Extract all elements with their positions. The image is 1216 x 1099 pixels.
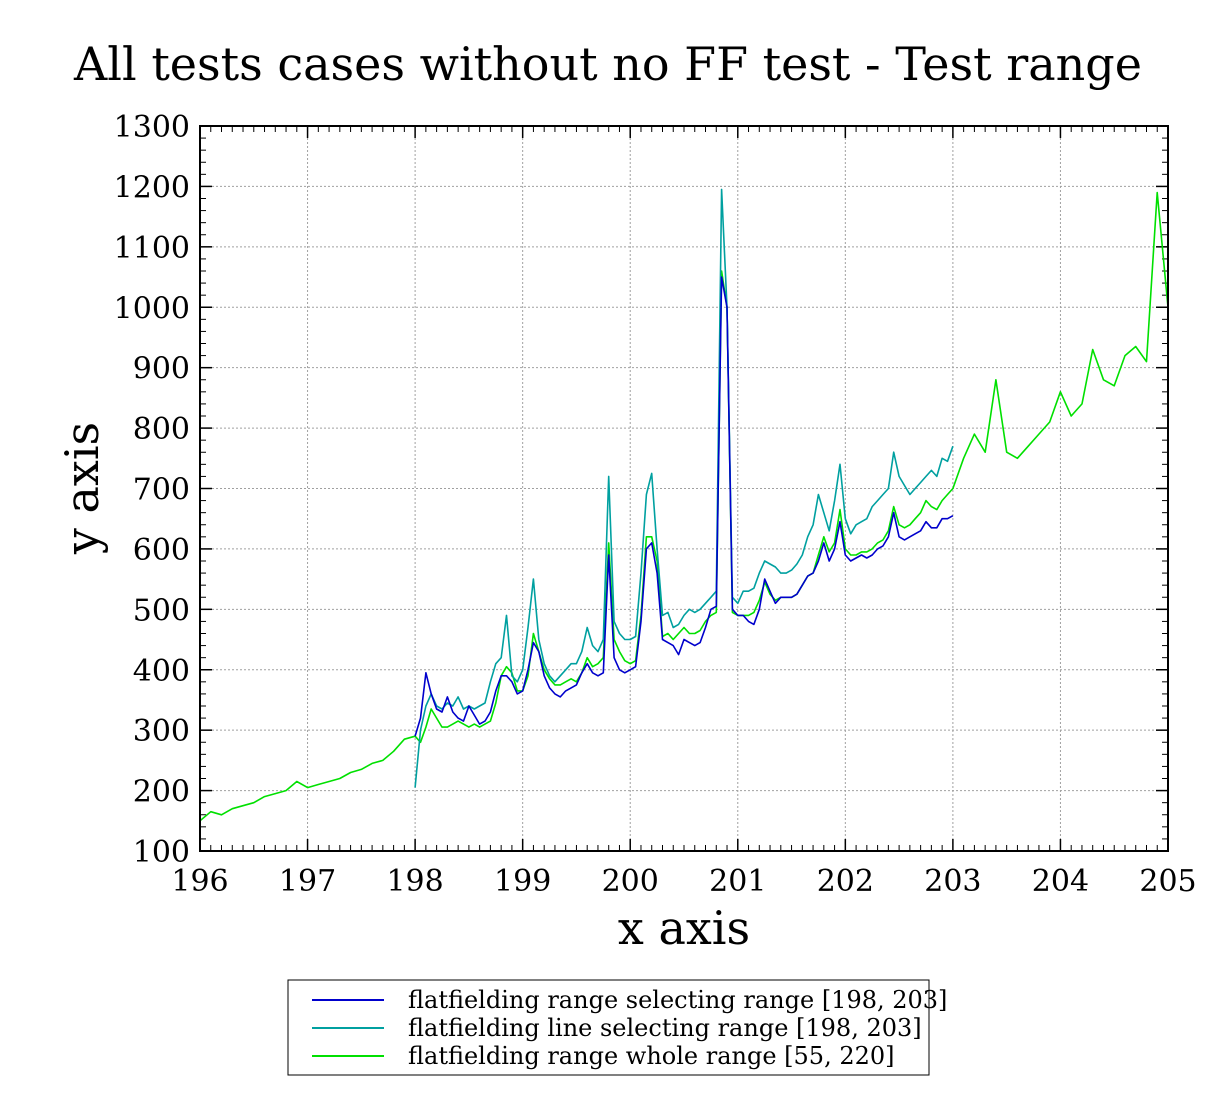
x-tick-label: 197 — [279, 864, 336, 899]
x-tick-label: 201 — [709, 864, 766, 899]
series-line-1 — [414, 276, 954, 737]
y-tick-label: 100 — [133, 835, 190, 870]
legend-box — [287, 979, 930, 1076]
plot-area-frame — [199, 125, 1169, 852]
x-tick-label: 205 — [1139, 864, 1196, 899]
y-tick-label: 300 — [133, 714, 190, 749]
series-lines — [200, 188, 1168, 822]
y-tick-label: 700 — [133, 473, 190, 508]
y-tick-label: 1100 — [114, 231, 190, 266]
y-tick-label: 1300 — [114, 110, 190, 145]
y-tick-label: 900 — [133, 352, 190, 387]
legend-label-2: flatfielding line selecting range [198, … — [408, 1014, 922, 1042]
y-axis-label: y axis — [55, 422, 109, 555]
y-tick-label: 500 — [133, 593, 190, 628]
grid — [200, 126, 1168, 851]
legend-label-3: flatfielding range whole range [55, 220] — [408, 1042, 895, 1070]
y-tick-label: 200 — [133, 775, 190, 810]
tick-labels: 196 197 198 199 200 201 202 203 204 205 100 200 300 4… — [114, 110, 1197, 899]
legend: flatfielding range selecting range [198,… — [287, 979, 947, 1076]
chart-title: All tests cases without no FF test - Tes… — [73, 37, 1142, 91]
y-tick-label: 800 — [133, 412, 190, 447]
y-tick-label: 400 — [133, 654, 190, 689]
x-tick-label: 203 — [924, 864, 981, 899]
legend-label-1: flatfielding range selecting range [198,… — [408, 986, 947, 1014]
series-line-3 — [200, 191, 1168, 822]
x-axis-label: x axis — [618, 901, 750, 955]
y-tick-label: 1200 — [114, 170, 190, 205]
x-tick-label: 196 — [171, 864, 228, 899]
y-tick-label: 1000 — [114, 291, 190, 326]
series-line-2 — [414, 188, 954, 788]
x-tick-label: 202 — [817, 864, 874, 899]
y-tick-label: 600 — [133, 533, 190, 568]
x-tick-label: 199 — [494, 864, 551, 899]
x-tick-label: 204 — [1032, 864, 1089, 899]
x-tick-label: 198 — [386, 864, 443, 899]
x-tick-label: 200 — [602, 864, 659, 899]
